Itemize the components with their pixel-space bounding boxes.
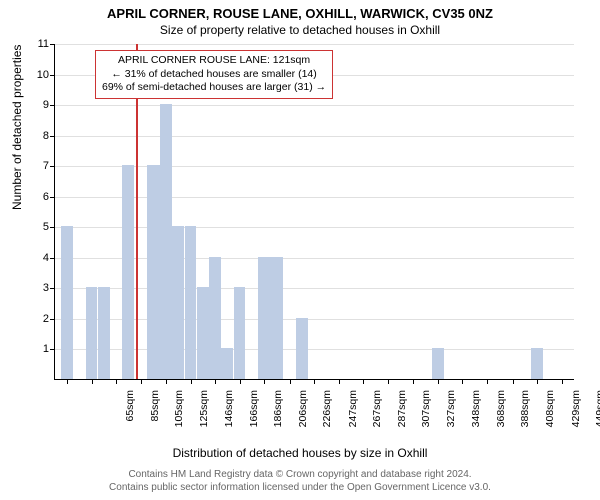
xtick-mark	[92, 379, 93, 384]
ytick-label: 2	[5, 313, 49, 325]
gridline	[55, 136, 574, 137]
xtick-label: 125sqm	[198, 390, 210, 450]
marker-annotation: APRIL CORNER ROUSE LANE: 121sqm ← 31% of…	[95, 50, 333, 99]
xtick-mark	[215, 379, 216, 384]
xtick-mark	[240, 379, 241, 384]
xtick-mark	[290, 379, 291, 384]
ytick-label: 4	[5, 252, 49, 264]
xtick-mark	[339, 379, 340, 384]
ytick-mark	[50, 75, 55, 76]
histogram-bar	[258, 257, 270, 379]
histogram-bar	[531, 348, 543, 379]
xtick-mark	[116, 379, 117, 384]
xtick-label: 348sqm	[470, 390, 482, 450]
xtick-label: 166sqm	[248, 390, 260, 450]
plot-area: 123456789101165sqm85sqm105sqm125sqm146sq…	[54, 44, 574, 380]
xtick-label: 105sqm	[173, 390, 185, 450]
histogram-bar	[209, 257, 221, 379]
ytick-label: 10	[5, 69, 49, 81]
ytick-mark	[50, 197, 55, 198]
ytick-mark	[50, 288, 55, 289]
xtick-label: 287sqm	[396, 390, 408, 450]
xtick-label: 368sqm	[495, 390, 507, 450]
histogram-bar	[221, 348, 233, 379]
ytick-label: 9	[5, 99, 49, 111]
chart-container: APRIL CORNER, ROUSE LANE, OXHILL, WARWIC…	[0, 0, 600, 500]
ytick-mark	[50, 166, 55, 167]
histogram-bar	[432, 348, 444, 379]
xtick-label: 226sqm	[321, 390, 333, 450]
xtick-mark	[363, 379, 364, 384]
annotation-line1: APRIL CORNER ROUSE LANE: 121sqm	[102, 54, 326, 68]
xtick-mark	[487, 379, 488, 384]
xtick-mark	[513, 379, 514, 384]
xtick-label: 408sqm	[544, 390, 556, 450]
annotation-line3: 69% of semi-detached houses are larger (…	[102, 81, 326, 95]
chart-footer: Contains HM Land Registry data © Crown c…	[0, 468, 600, 494]
xtick-label: 65sqm	[124, 390, 136, 450]
histogram-bar	[160, 104, 172, 379]
histogram-bar	[234, 287, 246, 379]
ytick-label: 7	[5, 160, 49, 172]
xtick-mark	[67, 379, 68, 384]
xtick-label: 206sqm	[297, 390, 309, 450]
histogram-bar	[98, 287, 110, 379]
ytick-label: 8	[5, 130, 49, 142]
xtick-label: 186sqm	[272, 390, 284, 450]
chart-subtitle: Size of property relative to detached ho…	[0, 21, 600, 37]
ytick-label: 3	[5, 282, 49, 294]
xtick-mark	[191, 379, 192, 384]
xtick-label: 247sqm	[347, 390, 359, 450]
xtick-mark	[166, 379, 167, 384]
histogram-bar	[122, 165, 134, 379]
xtick-mark	[537, 379, 538, 384]
gridline	[55, 44, 574, 45]
xtick-mark	[438, 379, 439, 384]
annotation-line2: ← 31% of detached houses are smaller (14…	[102, 68, 326, 82]
histogram-bar	[61, 226, 73, 379]
histogram-bar	[270, 257, 283, 379]
xtick-mark	[314, 379, 315, 384]
xtick-label: 146sqm	[223, 390, 235, 450]
histogram-bar	[86, 287, 98, 379]
ytick-mark	[50, 44, 55, 45]
xtick-label: 267sqm	[371, 390, 383, 450]
gridline	[55, 105, 574, 106]
ytick-label: 1	[5, 343, 49, 355]
ytick-mark	[50, 227, 55, 228]
histogram-bar	[296, 318, 308, 379]
xtick-mark	[562, 379, 563, 384]
histogram-bar	[197, 287, 209, 379]
ytick-mark	[50, 105, 55, 106]
xtick-mark	[388, 379, 389, 384]
ytick-label: 6	[5, 191, 49, 203]
chart-title: APRIL CORNER, ROUSE LANE, OXHILL, WARWIC…	[0, 0, 600, 21]
ytick-label: 5	[5, 221, 49, 233]
footer-line1: Contains HM Land Registry data © Crown c…	[0, 468, 600, 481]
xtick-mark	[264, 379, 265, 384]
ytick-label: 11	[5, 38, 49, 50]
xtick-label: 388sqm	[519, 390, 531, 450]
xtick-label: 85sqm	[149, 390, 161, 450]
ytick-mark	[50, 319, 55, 320]
histogram-bar	[185, 226, 197, 379]
xtick-mark	[462, 379, 463, 384]
footer-line2: Contains public sector information licen…	[0, 481, 600, 494]
histogram-bar	[147, 165, 160, 379]
ytick-mark	[50, 349, 55, 350]
ytick-mark	[50, 136, 55, 137]
xtick-label: 449sqm	[594, 390, 600, 450]
histogram-bar	[172, 226, 184, 379]
ytick-mark	[50, 258, 55, 259]
xtick-mark	[141, 379, 142, 384]
xtick-label: 307sqm	[420, 390, 432, 450]
xtick-label: 327sqm	[445, 390, 457, 450]
xtick-label: 429sqm	[570, 390, 582, 450]
x-axis-label: Distribution of detached houses by size …	[0, 446, 600, 460]
xtick-mark	[413, 379, 414, 384]
